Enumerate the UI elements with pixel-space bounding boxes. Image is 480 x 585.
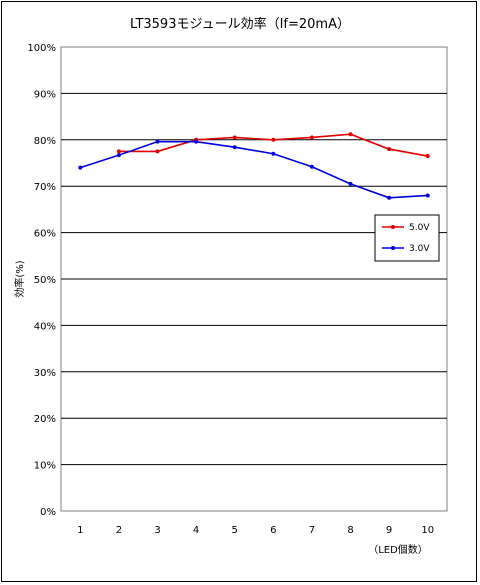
data-point — [387, 195, 392, 200]
data-point — [155, 139, 160, 144]
data-point — [348, 181, 353, 186]
data-point — [232, 145, 237, 150]
series-5.0V — [116, 132, 430, 159]
x-tick-label: 1 — [77, 525, 83, 536]
data-point — [271, 151, 276, 156]
y-tick-label: 100% — [27, 43, 56, 54]
chart-title: LT3593モジュール効率（If=20mA） — [130, 16, 350, 32]
x-tick-label: 6 — [270, 525, 276, 536]
data-point — [155, 149, 160, 154]
y-tick-label: 60% — [34, 229, 56, 240]
legend-marker — [391, 246, 395, 250]
y-tick-label: 40% — [34, 321, 56, 332]
data-point — [271, 137, 276, 142]
x-tick-label: 10 — [421, 525, 434, 536]
data-point — [116, 153, 121, 158]
y-axis-ticks: 0% 10% 20% 30% 40% 50% 60% 70% 80% 90% 100% — [27, 43, 56, 518]
x-tick-label: 2 — [116, 525, 122, 536]
y-axis-title: 効率(%) — [13, 260, 26, 297]
data-point — [78, 165, 83, 170]
x-axis-ticks: 1 2 3 4 5 6 7 8 9 10 — [77, 525, 434, 536]
legend-label: 3.0V — [409, 244, 430, 254]
series-line — [80, 140, 428, 199]
data-point — [232, 135, 237, 140]
legend-label: 5.0V — [409, 223, 430, 233]
y-tick-label: 70% — [34, 182, 56, 193]
data-point — [194, 139, 199, 144]
y-tick-label: 30% — [34, 368, 56, 379]
y-tick-label: 80% — [34, 136, 56, 147]
series-3.0V — [78, 139, 430, 200]
legend: 5.0V 3.0V — [374, 214, 440, 262]
y-tick-label: 10% — [34, 461, 56, 472]
data-point — [309, 164, 314, 169]
data-point — [387, 147, 392, 152]
legend-marker — [391, 225, 395, 229]
data-point — [348, 132, 353, 137]
x-tick-label: 8 — [347, 525, 353, 536]
x-tick-label: 9 — [386, 525, 392, 536]
x-tick-label: 4 — [193, 525, 199, 536]
x-tick-label: 5 — [232, 525, 238, 536]
x-tick-label: 3 — [154, 525, 160, 536]
data-point — [425, 193, 430, 198]
data-point — [116, 149, 121, 154]
y-tick-label: 0% — [40, 507, 56, 518]
y-tick-label: 20% — [34, 414, 56, 425]
x-axis-title: （LED個数） — [368, 543, 428, 556]
data-point — [309, 135, 314, 140]
y-tick-label: 50% — [34, 275, 56, 286]
x-tick-label: 7 — [309, 525, 315, 536]
y-tick-label: 90% — [34, 89, 56, 100]
series-lines — [78, 132, 430, 200]
gridlines — [61, 92, 447, 466]
data-point — [425, 154, 430, 159]
legend-box — [374, 214, 440, 262]
